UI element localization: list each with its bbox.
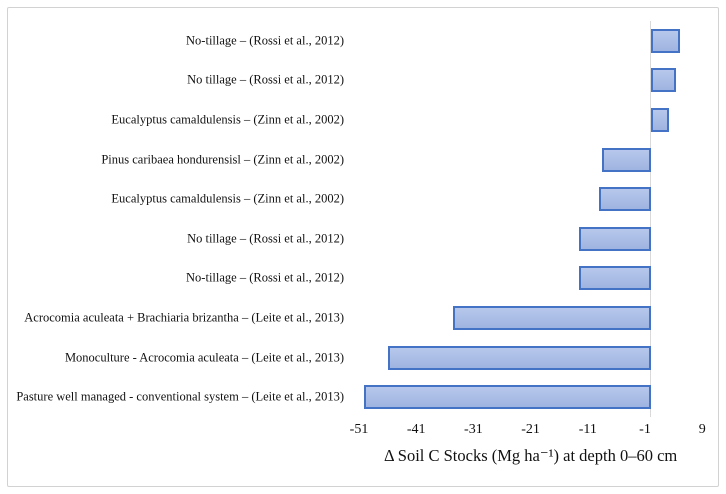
category-axis-line [650, 21, 652, 417]
bar [579, 266, 651, 291]
category-label: Pasture well managed - conventional syst… [16, 389, 344, 404]
bar [650, 108, 670, 132]
bar [453, 306, 651, 330]
bar [599, 187, 651, 212]
category-label: Eucalyptus camaldulensis – (Zinn et al.,… [111, 112, 344, 127]
category-label: Eucalyptus camaldulensis – (Zinn et al.,… [111, 191, 344, 206]
x-tick-label: -21 [521, 422, 540, 437]
category-label: No-tillage – (Rossi et al., 2012) [186, 33, 344, 48]
bar [364, 385, 651, 410]
x-tick-label: -31 [464, 422, 483, 437]
category-label: Monoculture - Acrocomia aculeata – (Leit… [64, 350, 344, 365]
category-label: Pinus caribaea hondurensisl – (Zinn et a… [101, 152, 344, 167]
bar [650, 28, 681, 53]
bar [579, 226, 651, 251]
bar [601, 147, 651, 172]
x-tick-label: 9 [698, 422, 706, 437]
bar [387, 345, 651, 370]
x-tick-label: -41 [406, 422, 426, 437]
category-label: No-tillage – (Rossi et al., 2012) [186, 270, 344, 285]
x-axis-title: Δ Soil C Stocks (Mg ha⁻¹) at depth 0–60 … [383, 446, 678, 465]
x-tick-label: -1 [639, 422, 651, 437]
category-label: Acrocomia aculeata + Brachiaria brizanth… [24, 310, 344, 325]
bar [650, 68, 677, 93]
x-tick-label: -51 [349, 422, 369, 437]
x-tick-label: -11 [578, 422, 597, 437]
chart-frame: No-tillage – (Rossi et al., 2012) No till… [7, 7, 719, 487]
category-label: No tillage – (Rossi et al., 2012) [187, 231, 344, 246]
category-label: No tillage – (Rossi et al., 2012) [187, 72, 344, 87]
